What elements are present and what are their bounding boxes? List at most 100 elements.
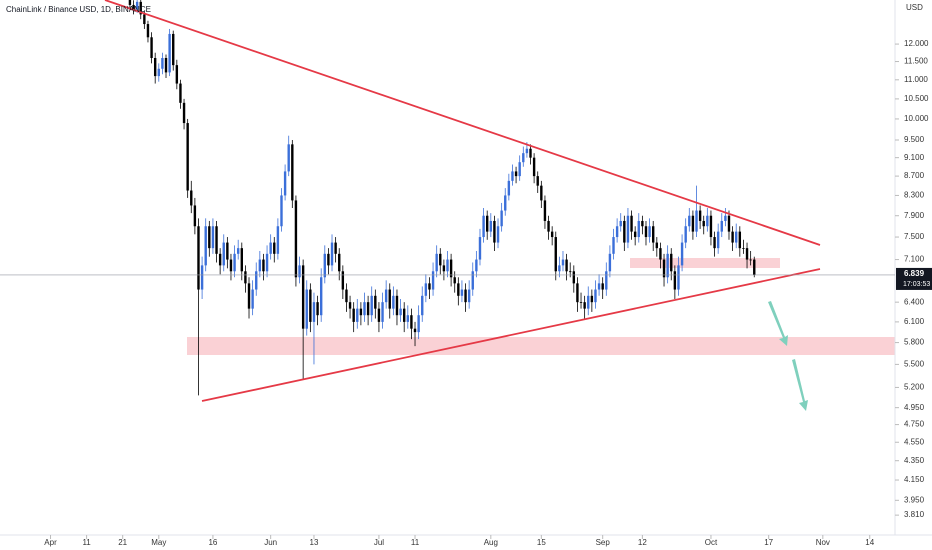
- candle-body: [204, 226, 207, 266]
- candle-body: [417, 315, 420, 333]
- trendlines: [104, 0, 821, 411]
- candle-body: [749, 259, 752, 261]
- candle-body: [695, 210, 698, 232]
- candle-body: [652, 226, 655, 243]
- y-tick-label: 7.900: [904, 211, 925, 220]
- candle-body: [446, 259, 449, 272]
- candle-body: [150, 37, 153, 58]
- candle-body: [298, 265, 301, 278]
- candle-body: [731, 231, 734, 243]
- candle-body: [388, 289, 391, 309]
- candle-body: [399, 308, 402, 316]
- candle-body: [666, 253, 669, 278]
- candle-body: [132, 4, 135, 10]
- y-tick-label: 10.000: [904, 114, 929, 123]
- candle-body: [406, 315, 410, 322]
- y-tick-label: 4.350: [904, 456, 925, 465]
- x-tick-label: 17: [764, 538, 773, 547]
- currency: USD: [906, 3, 923, 12]
- y-tick-label: 7.500: [904, 232, 925, 241]
- candle-body: [135, 1, 139, 10]
- candle-body: [280, 195, 283, 227]
- candle-body: [716, 231, 720, 249]
- candle-body: [182, 102, 186, 124]
- candle-body: [200, 265, 204, 290]
- candle-body: [319, 277, 323, 316]
- candle-body: [153, 57, 157, 77]
- candle-body: [482, 215, 485, 238]
- candle-body: [601, 283, 604, 290]
- candle-body: [594, 289, 597, 303]
- x-tick-label: Aug: [484, 538, 498, 547]
- y-tick-label: 6.100: [904, 317, 925, 326]
- candle-body: [384, 289, 388, 303]
- candle-body: [608, 253, 612, 272]
- y-tick-label: 5.500: [904, 360, 925, 369]
- candle-body: [691, 215, 695, 232]
- candle-body: [334, 242, 337, 254]
- candle-body: [724, 215, 727, 221]
- y-tick-label: 5.800: [904, 338, 925, 347]
- candle-body: [215, 226, 218, 254]
- candle-body: [485, 215, 489, 232]
- y-tick-label: 11.500: [904, 57, 928, 66]
- candle-body: [522, 153, 525, 163]
- candle-body: [605, 271, 608, 290]
- candle-body: [269, 242, 272, 254]
- candle-body: [540, 185, 543, 201]
- x-tick-label: 12: [638, 538, 647, 547]
- candle-body: [312, 302, 316, 322]
- candle-body: [370, 295, 373, 316]
- candle-body: [576, 283, 579, 303]
- candle-body: [363, 302, 366, 316]
- x-tick-label: 11: [411, 538, 420, 547]
- candle-body: [536, 176, 539, 186]
- y-tick-label: 9.500: [904, 135, 925, 144]
- y-tick-label: 5.200: [904, 383, 925, 392]
- candle-body: [190, 190, 193, 206]
- candle-body: [569, 271, 572, 273]
- candle-body: [688, 215, 691, 227]
- y-tick-label: 8.300: [904, 191, 925, 200]
- candle-body: [175, 65, 179, 84]
- candle-body: [514, 171, 518, 177]
- candle-body: [164, 57, 168, 73]
- candle-body: [753, 259, 756, 275]
- candle-body: [323, 253, 326, 278]
- y-tick-label: 9.100: [904, 153, 925, 162]
- plot: [128, 0, 756, 396]
- candle-body: [532, 157, 536, 177]
- candle-body: [648, 226, 651, 238]
- candle-body: [659, 248, 662, 260]
- candle-body: [327, 253, 330, 266]
- candle-body: [229, 259, 233, 272]
- candle-body: [341, 271, 345, 290]
- y-tick-label: 3.810: [904, 510, 925, 519]
- y-tick-label: 4.750: [904, 420, 925, 429]
- candle-body: [276, 226, 280, 254]
- candle-body: [735, 231, 738, 243]
- candle-body: [356, 308, 359, 322]
- candle-body: [255, 271, 258, 290]
- candle-body: [431, 271, 435, 290]
- candle-body: [146, 24, 150, 38]
- candle-body: [139, 1, 142, 15]
- candle-body: [698, 210, 702, 221]
- candle-body: [662, 259, 666, 278]
- x-tick-label: 21: [118, 538, 127, 547]
- candle-body: [233, 253, 236, 272]
- y-tick-label: 12.000: [904, 39, 929, 48]
- candle-body: [345, 289, 348, 303]
- candle-body: [626, 215, 630, 243]
- candle-body: [619, 220, 622, 227]
- candle-body: [439, 253, 442, 266]
- candle-body: [543, 200, 547, 221]
- y-tick-label: 6.400: [904, 297, 925, 306]
- candle-body: [395, 295, 399, 316]
- candle-body: [222, 242, 225, 266]
- candle-body: [572, 271, 576, 284]
- y-tick-label: 8.700: [904, 171, 925, 180]
- candle-body: [496, 226, 500, 243]
- resistance-zone: [630, 258, 780, 268]
